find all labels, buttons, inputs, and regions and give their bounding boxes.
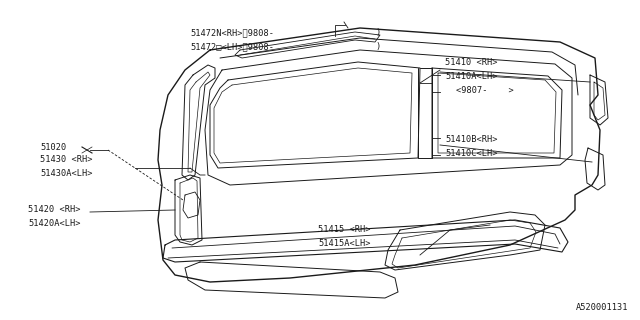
Text: 51472□<LH>〉9808-: 51472□<LH>〉9808-	[190, 42, 274, 51]
Text: ): )	[375, 42, 380, 51]
Text: 51430 <RH>: 51430 <RH>	[40, 155, 93, 164]
Text: 51415A<LH>: 51415A<LH>	[318, 239, 371, 248]
Text: 51420 <RH>: 51420 <RH>	[28, 205, 81, 214]
Text: 51020: 51020	[40, 143, 67, 152]
Text: <9807-    >: <9807- >	[456, 86, 514, 95]
Text: 51420A<LH>: 51420A<LH>	[28, 219, 81, 228]
Text: 51410A<LH>: 51410A<LH>	[445, 72, 497, 81]
Text: 51430A<LH>: 51430A<LH>	[40, 169, 93, 178]
Text: 51472N<RH>〉9808-: 51472N<RH>〉9808-	[190, 28, 274, 37]
Text: 51410 <RH>: 51410 <RH>	[445, 58, 497, 67]
Text: 51415 <RH>: 51415 <RH>	[318, 225, 371, 234]
Text: A520001131: A520001131	[575, 303, 628, 312]
Text: ): )	[375, 28, 380, 37]
Text: 51410B<RH>: 51410B<RH>	[445, 135, 497, 144]
Text: 51410C<LH>: 51410C<LH>	[445, 149, 497, 158]
